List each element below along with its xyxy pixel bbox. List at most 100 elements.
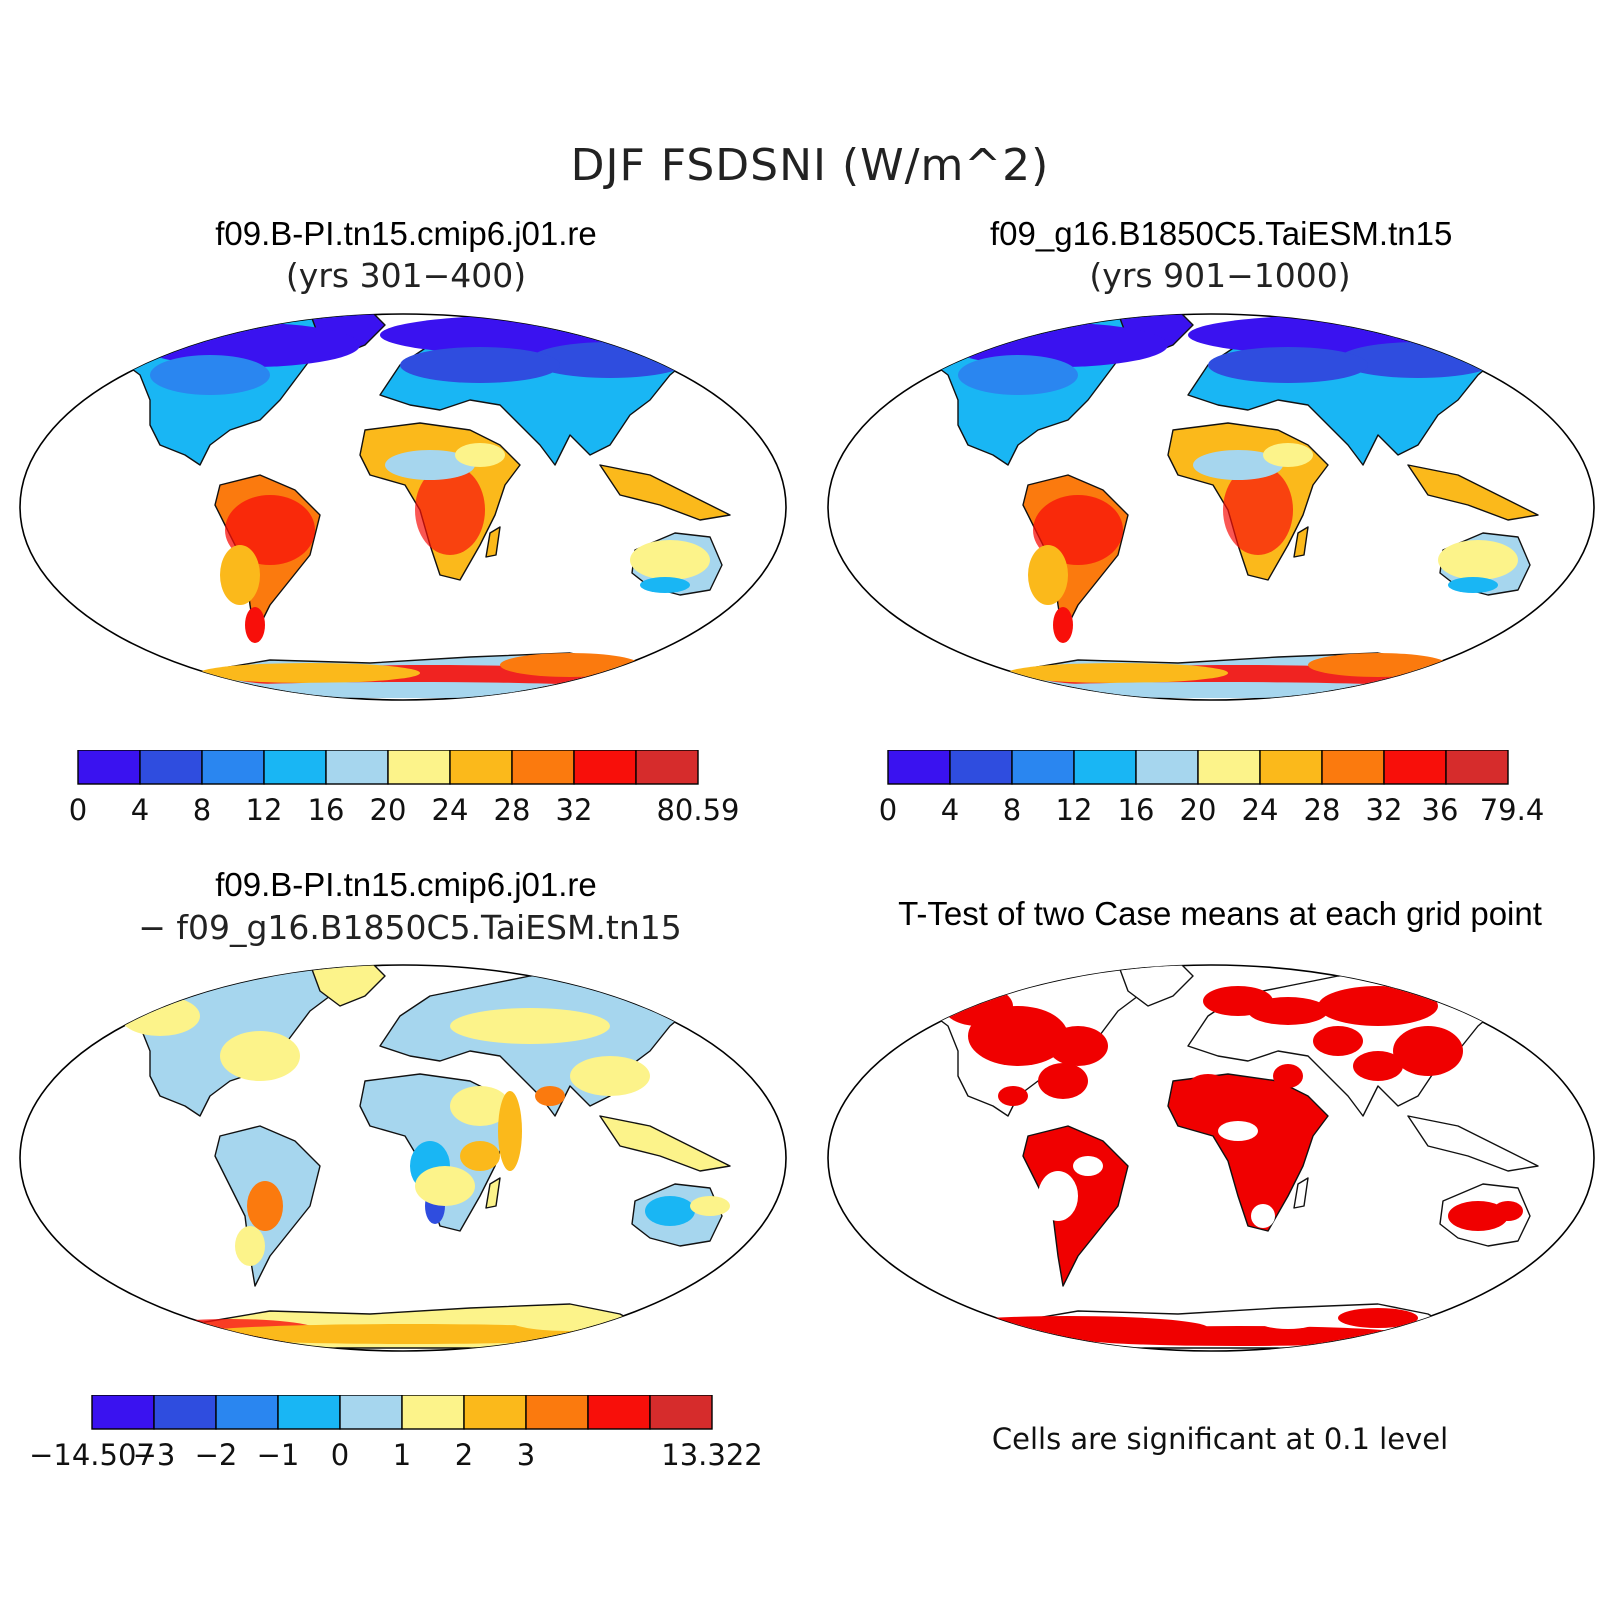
- map-case1-field-patch: [455, 443, 505, 467]
- colorbar-diff-swatch: [401, 1395, 465, 1430]
- map-ttest-field-patch: [1258, 1313, 1318, 1329]
- map-diff-field-patch: [220, 1031, 300, 1081]
- map-ttest-field-patch: [1073, 1156, 1103, 1176]
- colorbar-case2-tick-label: 28: [1304, 793, 1341, 827]
- panel-subtitle-case2: (yrs 901−1000): [1089, 256, 1351, 295]
- map-case2-field-patch: [1263, 443, 1313, 467]
- colorbar-case1-tick-label: 32: [556, 793, 593, 827]
- map-case2-field-patch: [1008, 663, 1228, 683]
- map-diff: [19, 964, 787, 1352]
- colorbar-diff-tick-label: 1: [393, 1438, 411, 1472]
- colorbar-case1: 0 4 8 12 16 20 24 28 32 80.59: [69, 750, 740, 827]
- colorbar-case2-tick-label: 4: [941, 793, 959, 827]
- map-case1: [19, 313, 787, 701]
- colorbar-diff-tick-label: −14.507: [29, 1438, 155, 1472]
- map-case1-field-patch: [400, 347, 560, 383]
- map-diff-field-patch: [415, 1166, 475, 1206]
- map-ttest-field-patch: [1273, 1064, 1303, 1088]
- colorbar-case2-tick-label: 36: [1422, 793, 1459, 827]
- colorbar-case1-tick-label: 4: [131, 793, 149, 827]
- map-ttest-field-patch: [1218, 1121, 1258, 1141]
- panel-subtitle-diff: − f09_g16.B1850C5.TaiESM.tn15: [138, 908, 682, 947]
- map-case1-field-patch: [500, 653, 640, 677]
- panel-title-ttest: T-Test of two Case means at each grid po…: [898, 895, 1542, 932]
- map-case2: [827, 313, 1595, 701]
- map-case1-field-patch: [630, 540, 710, 580]
- map-ttest-se-asia-region: [1407, 1115, 1539, 1172]
- colorbar-case2-swatch: [1383, 750, 1447, 785]
- map-case2-field-patch: [1208, 347, 1368, 383]
- colorbar-diff-tick-label: −3: [133, 1438, 176, 1472]
- colorbar-diff-swatch: [339, 1395, 403, 1430]
- map-diff-field-patch: [460, 1141, 500, 1171]
- map-case1-se-asia-region: [599, 464, 731, 521]
- colorbar-case2-swatch: [949, 750, 1013, 785]
- map-case1-field-patch: [200, 663, 420, 683]
- figure-title: DJF FSDSNI (W/m^2): [570, 140, 1050, 191]
- map-case2-field-patch: [1188, 315, 1488, 355]
- map-diff-field-patch: [235, 1226, 265, 1266]
- colorbar-case1-swatch: [139, 750, 203, 785]
- colorbar-diff-tick-label: 2: [455, 1438, 473, 1472]
- map-diff-field-patch: [450, 1086, 510, 1126]
- colorbar-case1-tick-label: 8: [193, 793, 211, 827]
- map-diff-field-patch: [247, 1181, 283, 1231]
- colorbar-case1-swatch: [449, 750, 513, 785]
- map-ttest-madagascar-region: [1293, 1177, 1309, 1209]
- map-case2-se-asia-region: [1407, 464, 1539, 521]
- colorbar-case1-swatch: [201, 750, 265, 785]
- colorbar-diff-swatch: [91, 1395, 155, 1430]
- colorbar-case2-swatch: [1321, 750, 1385, 785]
- colorbar-case2-tick-label: 16: [1118, 793, 1155, 827]
- map-ttest-field-patch: [1058, 1326, 1418, 1346]
- colorbar-case2-tick-label: 32: [1366, 793, 1403, 827]
- map-diff-field-patch: [510, 1311, 630, 1331]
- map-ttest-field-patch: [968, 1006, 1068, 1066]
- map-case1-field-patch: [415, 465, 485, 555]
- colorbar-diff-swatch: [277, 1395, 341, 1430]
- map-case2-field-patch: [958, 355, 1078, 395]
- map-case1-madagascar-region: [485, 526, 501, 558]
- map-ttest-field-patch: [1493, 1201, 1523, 1221]
- map-case1-field-patch: [245, 607, 265, 643]
- colorbar-case1-tick-label: 20: [370, 793, 407, 827]
- colorbar-case1-tick-label: 28: [494, 793, 531, 827]
- map-diff-field-patch: [450, 1008, 610, 1044]
- map-ttest-field-patch: [1038, 1171, 1078, 1221]
- colorbar-diff-swatch: [587, 1395, 651, 1430]
- map-diff-greenland-region: [309, 965, 386, 1007]
- panel-title-diff: f09.B-PI.tn15.cmip6.j01.re: [215, 866, 597, 903]
- map-ttest-africa-region: [1167, 1073, 1329, 1232]
- map-diff-field-patch: [645, 1196, 695, 1226]
- map-ttest-greenland-region: [1117, 965, 1194, 1007]
- map-case1-field-patch: [640, 577, 690, 593]
- map-diff-madagascar-region: [485, 1177, 501, 1209]
- map-ttest-field-patch: [1393, 1026, 1463, 1076]
- colorbar-case2-tick-label: 79.4: [1480, 793, 1545, 827]
- colorbar-diff-tick-label: −2: [195, 1438, 238, 1472]
- significance-note: Cells are significant at 0.1 level: [991, 1422, 1449, 1456]
- colorbar-case2-swatch: [1073, 750, 1137, 785]
- colorbar-diff-swatch: [153, 1395, 217, 1430]
- colorbar-case1-tick-label: 16: [308, 793, 345, 827]
- colorbar-case2-tick-label: 8: [1003, 793, 1021, 827]
- map-ttest-field-patch: [1318, 986, 1438, 1026]
- map-diff-field-patch: [570, 1056, 650, 1096]
- colorbar-case2: 0 4 8 12 16 20 24 28 32 36 79.4: [879, 750, 1545, 827]
- panel-title-case1: f09.B-PI.tn15.cmip6.j01.re: [215, 215, 597, 252]
- colorbar-case1-swatch: [635, 750, 699, 785]
- map-case2-field-patch: [1028, 545, 1068, 605]
- colorbar-case2-tick-label: 12: [1056, 793, 1093, 827]
- map-diff-field-patch: [535, 1086, 565, 1106]
- map-case2-field-patch: [1308, 653, 1448, 677]
- colorbar-diff-swatch: [215, 1395, 279, 1430]
- colorbar-diff-swatch: [463, 1395, 527, 1430]
- map-diff-field-patch: [190, 1324, 630, 1344]
- colorbar-case1-swatch: [325, 750, 389, 785]
- map-case1-field-patch: [150, 355, 270, 395]
- map-case2-field-patch: [1193, 450, 1283, 480]
- map-diff-se-asia-region: [599, 1115, 731, 1172]
- panel-title-case2: f09_g16.B1850C5.TaiESM.tn15: [990, 215, 1453, 252]
- map-ttest-field-patch: [1248, 997, 1328, 1025]
- colorbar-diff-tick-label: 3: [517, 1438, 535, 1472]
